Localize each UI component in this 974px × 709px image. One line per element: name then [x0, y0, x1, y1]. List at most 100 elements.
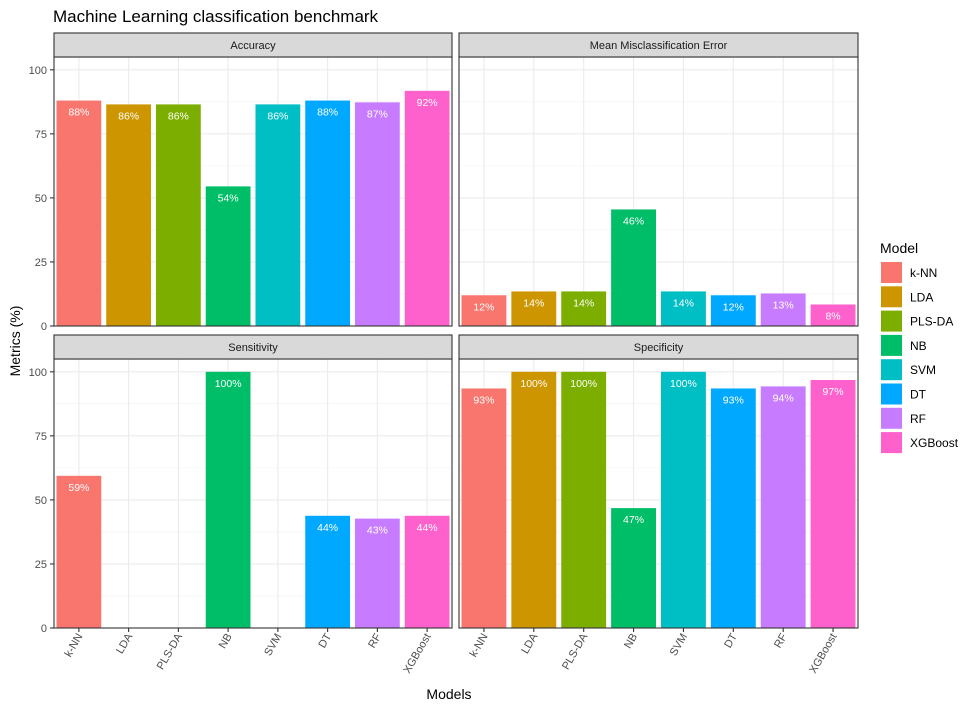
bar-pls-da	[561, 371, 607, 628]
bar-xgboost	[810, 380, 856, 628]
x-tick-label: LDA	[519, 631, 540, 656]
bar-svm	[660, 371, 706, 628]
data-label: 44%	[317, 522, 338, 534]
x-tick-label: PLS-DA	[560, 631, 591, 672]
data-label: 47%	[623, 514, 644, 526]
bar-rf	[354, 518, 400, 628]
y-tick-label: 100	[29, 367, 47, 379]
x-axis-title: Models	[426, 686, 471, 702]
bar-lda	[511, 291, 557, 326]
bar-dt	[305, 100, 351, 326]
data-label: 13%	[773, 299, 794, 311]
legend-label: XGBoost	[910, 436, 959, 450]
x-tick-label: RF	[366, 631, 384, 650]
data-label: 94%	[773, 392, 794, 404]
bar-svm	[255, 104, 301, 327]
data-label: 100%	[670, 378, 697, 390]
x-tick-label: NB	[622, 632, 640, 651]
bar-svm	[660, 291, 706, 326]
bar-xgboost	[404, 90, 450, 327]
legend-swatch-nb	[881, 334, 902, 356]
bar-lda	[106, 104, 152, 327]
bar-k-nn	[56, 475, 102, 628]
bar-rf	[760, 293, 806, 326]
legend-swatch-svm	[881, 359, 902, 381]
y-tick-label: 50	[35, 193, 47, 205]
data-label: 100%	[520, 378, 547, 390]
legend-swatch-dt	[881, 383, 902, 405]
panel-strip	[53, 334, 453, 360]
legend-label: DT	[910, 388, 927, 402]
y-tick-label: 75	[35, 431, 47, 443]
x-tick-label: LDA	[114, 631, 135, 656]
x-tick-label: PLS-DA	[155, 631, 186, 672]
y-tick-label: 25	[35, 257, 47, 269]
data-label: 59%	[68, 482, 89, 494]
legend-label: SVM	[910, 363, 936, 377]
legend-swatch-rf	[881, 407, 902, 429]
data-label: 8%	[825, 310, 840, 322]
data-label: 14%	[673, 297, 694, 309]
data-label: 14%	[573, 297, 594, 309]
bar-nb	[611, 209, 657, 326]
legend-title: Model	[880, 240, 918, 256]
bar-rf	[354, 102, 400, 327]
bar-nb	[611, 508, 657, 628]
data-label: 92%	[417, 97, 438, 109]
x-tick-label: XGBoost	[807, 632, 839, 676]
legend-swatch-pls-da	[881, 310, 902, 332]
data-label: 86%	[267, 110, 288, 122]
bar-dt	[710, 295, 756, 326]
x-tick-label: DT	[316, 631, 334, 650]
bar-nb	[205, 371, 251, 628]
bar-dt	[710, 388, 756, 628]
bar-nb	[205, 186, 251, 326]
data-label: 97%	[823, 386, 844, 398]
bar-rf	[760, 386, 806, 628]
data-label: 93%	[473, 394, 494, 406]
legend-swatch-lda	[881, 286, 902, 308]
y-tick-label: 0	[41, 321, 47, 333]
data-label: 43%	[367, 525, 388, 537]
data-label: 93%	[723, 394, 744, 406]
legend-label: PLS-DA	[910, 315, 953, 329]
y-tick-label: 100	[29, 65, 47, 77]
data-label: 100%	[570, 378, 597, 390]
x-tick-label: DT	[722, 631, 740, 650]
panel-strip	[458, 334, 859, 360]
x-tick-label: RF	[772, 631, 790, 650]
x-tick-label: k-NN	[63, 631, 86, 659]
legend-swatch-xgboost	[881, 432, 902, 454]
bar-k-nn	[461, 388, 507, 628]
y-tick-label: 0	[41, 623, 47, 635]
legend-label: NB	[910, 339, 927, 353]
bar-k-nn	[56, 100, 102, 326]
x-tick-label: NB	[217, 632, 235, 651]
bar-dt	[305, 515, 351, 628]
panel-strip	[458, 32, 859, 58]
panel-strip-label: Sensitivity	[228, 342, 278, 354]
y-axis-title: Metrics (%)	[7, 306, 23, 377]
legend-label: k-NN	[910, 266, 937, 280]
legend-label: RF	[910, 412, 926, 426]
bar-xgboost	[810, 304, 856, 326]
bar-xgboost	[404, 515, 450, 628]
y-tick-label: 50	[35, 495, 47, 507]
x-tick-label: SVM	[262, 632, 284, 659]
chart-title: Machine Learning classification benchmar…	[53, 7, 379, 26]
y-tick-label: 25	[35, 559, 47, 571]
data-label: 46%	[623, 215, 644, 227]
x-tick-label: XGBoost	[401, 632, 433, 676]
data-label: 88%	[317, 107, 338, 119]
bar-k-nn	[461, 295, 507, 326]
legend-swatch-k-nn	[881, 262, 902, 283]
panel-background	[459, 57, 858, 326]
data-label: 54%	[218, 192, 239, 204]
data-label: 44%	[417, 522, 438, 534]
data-label: 88%	[68, 107, 89, 119]
data-label: 86%	[118, 110, 139, 122]
legend-label: LDA	[910, 290, 933, 304]
panel-strip-label: Mean Misclassification Error	[590, 40, 728, 52]
y-tick-label: 75	[35, 129, 47, 141]
